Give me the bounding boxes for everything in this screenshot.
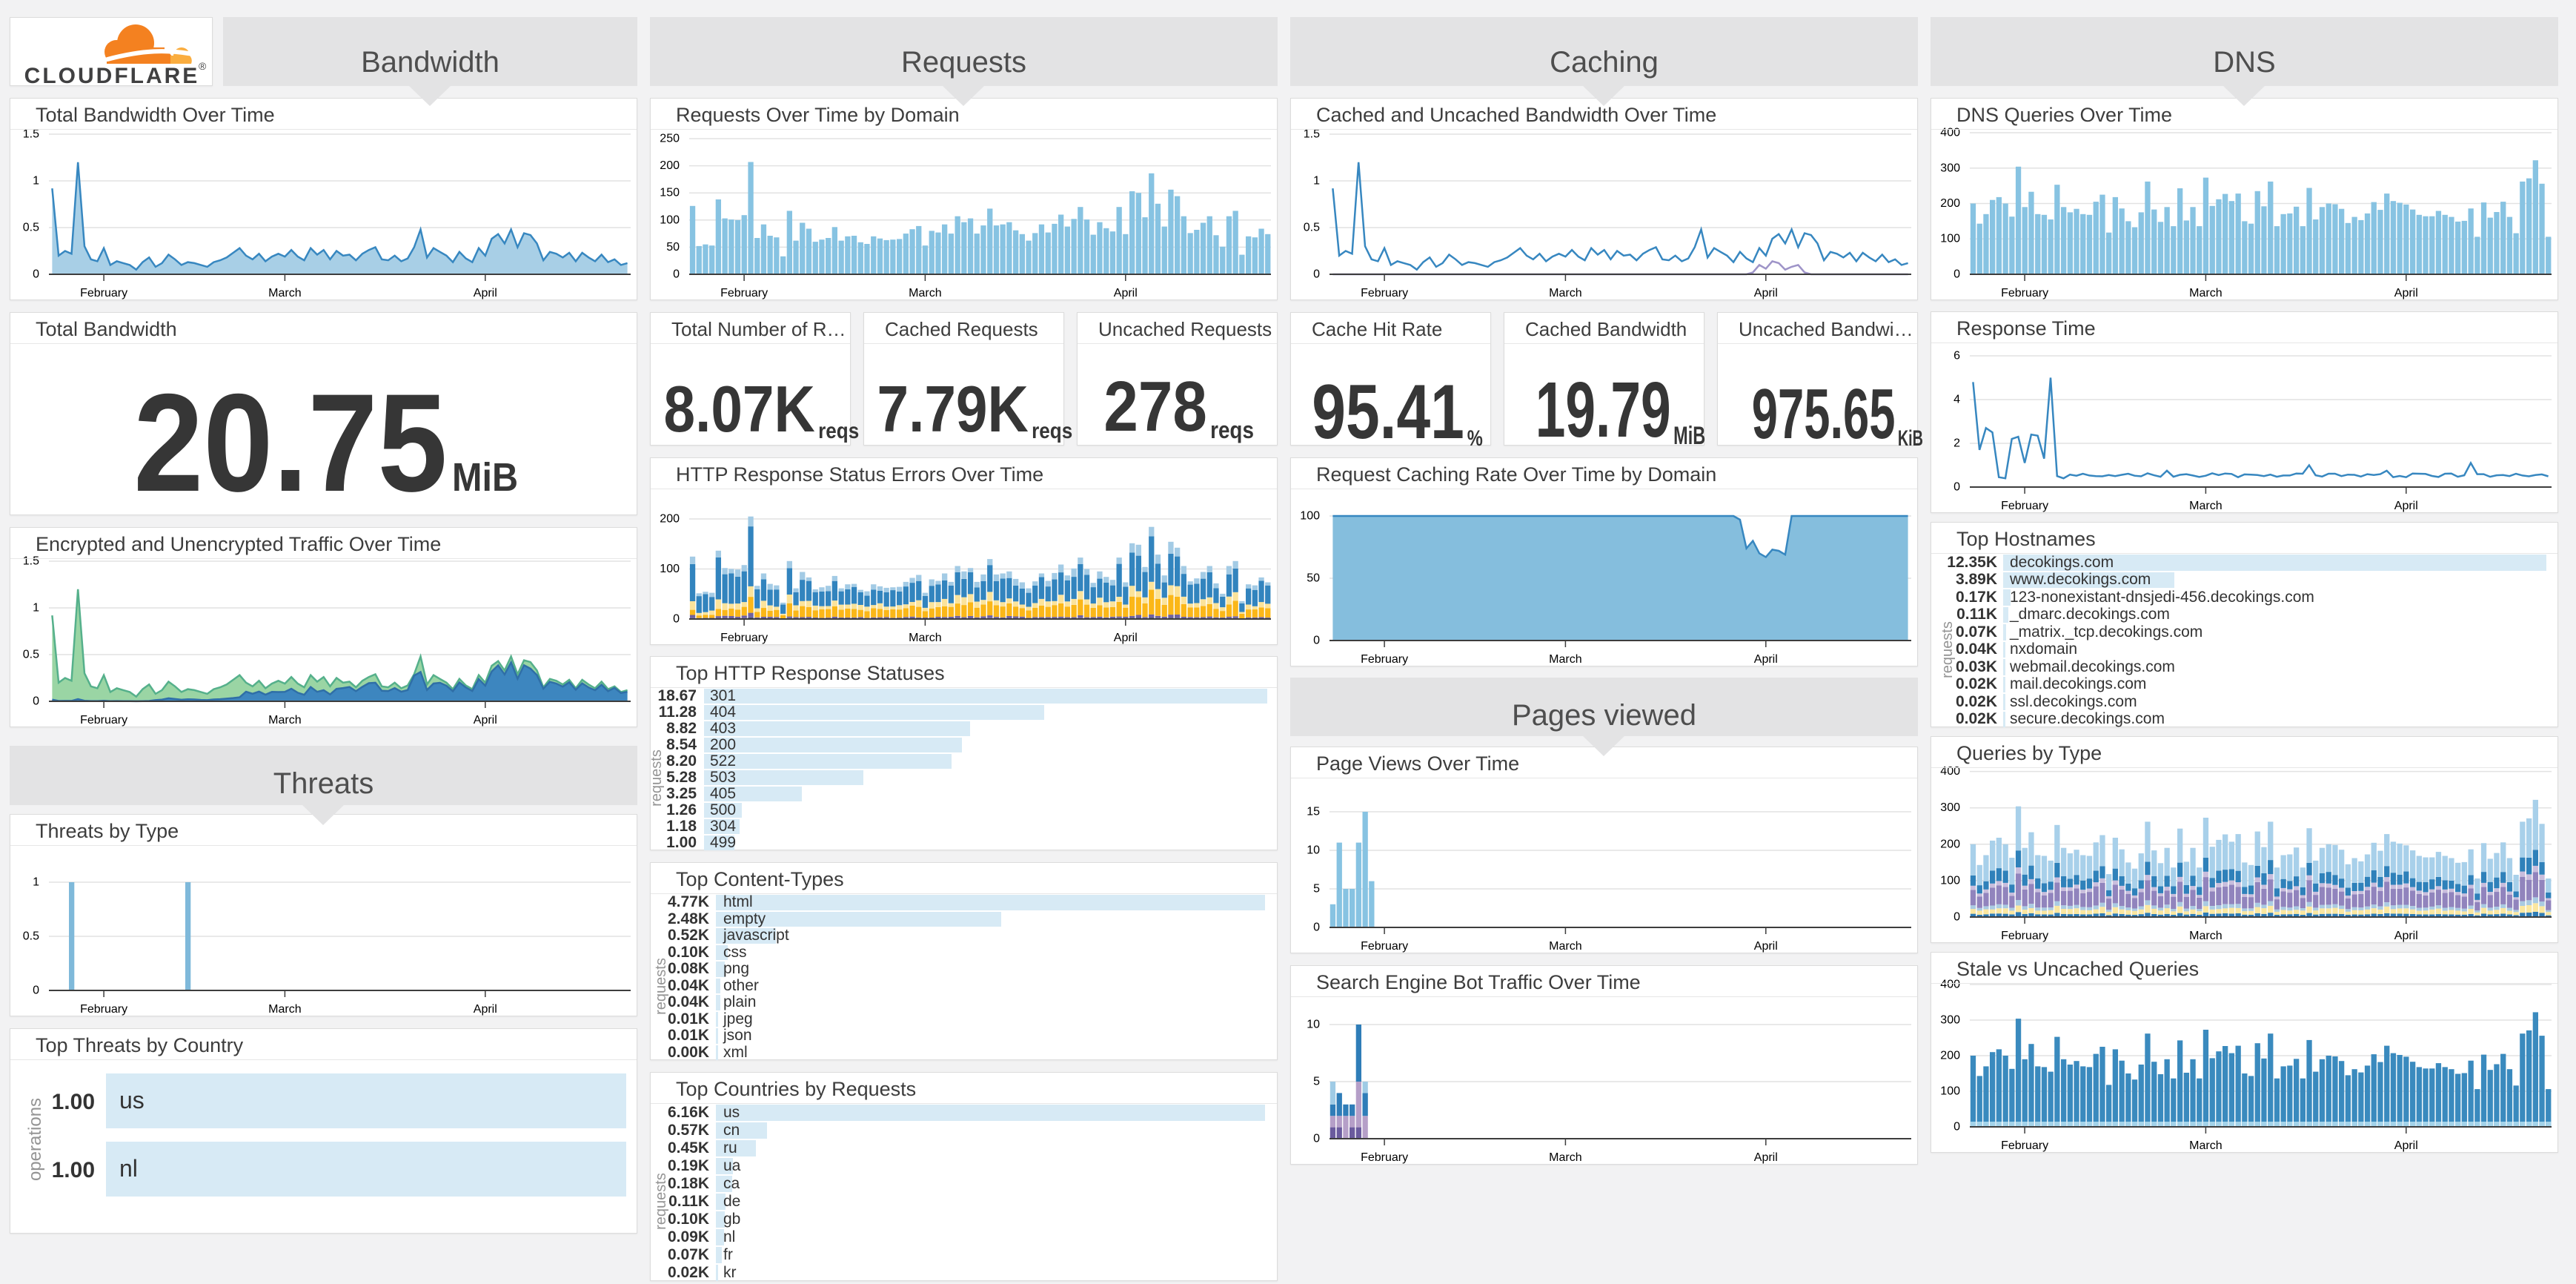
- svg-text:300: 300: [1940, 1014, 1960, 1027]
- svg-text:1.5: 1.5: [23, 128, 39, 141]
- svg-text:April: April: [474, 714, 497, 727]
- svg-text:March: March: [1549, 287, 1581, 300]
- svg-text:April: April: [2394, 930, 2418, 942]
- svg-text:February: February: [80, 714, 127, 727]
- svg-text:0.5: 0.5: [23, 222, 39, 234]
- svg-text:0: 0: [1313, 268, 1320, 281]
- svg-text:5: 5: [1313, 1076, 1320, 1088]
- svg-text:0: 0: [1953, 268, 1960, 281]
- svg-text:March: March: [268, 714, 301, 727]
- svg-text:CLOUDFLARE: CLOUDFLARE: [24, 64, 200, 87]
- svg-text:100: 100: [1940, 1085, 1960, 1098]
- svg-text:April: April: [2394, 500, 2418, 512]
- svg-text:250: 250: [660, 133, 680, 145]
- svg-text:1: 1: [1313, 175, 1320, 188]
- svg-text:March: March: [909, 632, 941, 644]
- svg-text:February: February: [2001, 287, 2048, 300]
- svg-text:5: 5: [1313, 883, 1320, 896]
- svg-text:March: March: [2189, 930, 2222, 942]
- svg-text:February: February: [720, 287, 768, 300]
- svg-text:February: February: [2001, 930, 2048, 942]
- svg-text:February: February: [1361, 940, 1408, 953]
- svg-text:March: March: [1549, 1151, 1581, 1164]
- svg-text:0: 0: [1953, 911, 1960, 924]
- svg-text:April: April: [1754, 653, 1778, 666]
- svg-text:200: 200: [1940, 1050, 1960, 1062]
- svg-text:April: April: [474, 1003, 497, 1016]
- svg-text:0.5: 0.5: [23, 930, 39, 943]
- svg-text:400: 400: [1940, 979, 1960, 991]
- svg-text:0.5: 0.5: [23, 649, 39, 661]
- svg-text:100: 100: [1300, 510, 1320, 523]
- svg-text:March: March: [1549, 940, 1581, 953]
- svg-text:April: April: [474, 287, 497, 300]
- svg-text:0: 0: [33, 695, 39, 708]
- svg-text:1: 1: [33, 175, 39, 188]
- svg-text:100: 100: [1940, 233, 1960, 245]
- svg-text:200: 200: [1940, 838, 1960, 850]
- svg-text:100: 100: [660, 563, 680, 575]
- svg-text:200: 200: [1940, 197, 1960, 210]
- svg-text:6: 6: [1953, 350, 1960, 363]
- svg-text:0: 0: [1313, 1133, 1320, 1145]
- svg-text:February: February: [1361, 287, 1408, 300]
- svg-text:April: April: [2394, 287, 2418, 300]
- svg-text:0: 0: [1313, 921, 1320, 934]
- svg-text:March: March: [909, 287, 941, 300]
- svg-text:300: 300: [1940, 801, 1960, 814]
- svg-text:1: 1: [33, 876, 39, 889]
- svg-text:10: 10: [1307, 844, 1320, 857]
- svg-text:15: 15: [1307, 806, 1320, 818]
- svg-text:1.5: 1.5: [1304, 128, 1320, 141]
- svg-text:100: 100: [660, 214, 680, 226]
- svg-text:0.5: 0.5: [1304, 222, 1320, 234]
- svg-text:February: February: [80, 1003, 127, 1016]
- svg-text:April: April: [1114, 632, 1138, 644]
- svg-text:February: February: [720, 632, 768, 644]
- svg-text:100: 100: [1940, 874, 1960, 887]
- svg-text:February: February: [1361, 1151, 1408, 1164]
- svg-text:0: 0: [33, 984, 39, 997]
- svg-text:February: February: [2001, 500, 2048, 512]
- svg-text:April: April: [1754, 940, 1778, 953]
- svg-text:March: March: [268, 287, 301, 300]
- svg-text:150: 150: [660, 187, 680, 199]
- svg-text:1: 1: [33, 602, 39, 615]
- svg-text:0: 0: [1953, 481, 1960, 494]
- svg-text:300: 300: [1940, 162, 1960, 174]
- svg-text:March: March: [2189, 500, 2222, 512]
- svg-text:50: 50: [1307, 572, 1320, 585]
- svg-text:4: 4: [1953, 394, 1960, 406]
- svg-text:10: 10: [1307, 1019, 1320, 1031]
- svg-text:March: March: [268, 1003, 301, 1016]
- svg-text:2: 2: [1953, 437, 1960, 450]
- svg-text:50: 50: [666, 241, 680, 254]
- svg-text:March: March: [1549, 653, 1581, 666]
- svg-text:200: 200: [660, 513, 680, 526]
- svg-text:March: March: [2189, 287, 2222, 300]
- svg-text:®: ®: [199, 60, 207, 72]
- svg-text:February: February: [1361, 653, 1408, 666]
- svg-text:April: April: [1754, 1151, 1778, 1164]
- svg-text:0: 0: [673, 268, 680, 281]
- svg-text:0: 0: [1313, 635, 1320, 647]
- svg-text:March: March: [2189, 1139, 2222, 1152]
- svg-text:1.5: 1.5: [23, 555, 39, 568]
- svg-text:400: 400: [1940, 765, 1960, 778]
- svg-text:200: 200: [660, 159, 680, 172]
- svg-text:April: April: [1754, 287, 1778, 300]
- svg-text:February: February: [2001, 1139, 2048, 1152]
- svg-text:0: 0: [1953, 1121, 1960, 1134]
- svg-text:0: 0: [673, 613, 680, 626]
- svg-text:February: February: [80, 287, 127, 300]
- svg-text:0: 0: [33, 268, 39, 281]
- svg-text:April: April: [1114, 287, 1138, 300]
- svg-text:April: April: [2394, 1139, 2418, 1152]
